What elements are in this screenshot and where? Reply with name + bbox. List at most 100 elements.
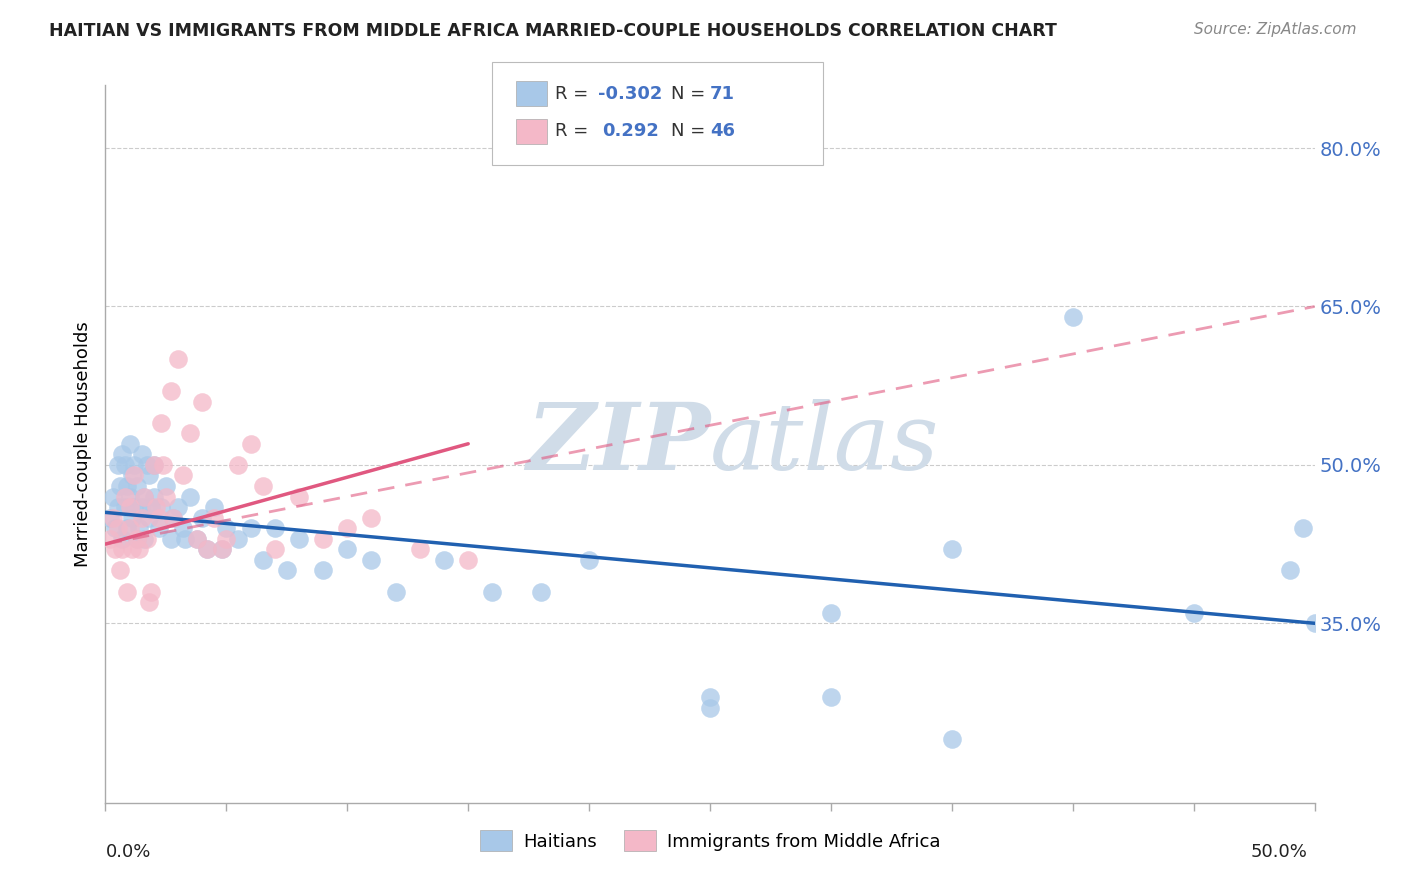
Point xyxy=(107,500,129,515)
Point xyxy=(128,542,150,557)
Point xyxy=(409,542,432,557)
Point xyxy=(135,458,157,472)
Point xyxy=(107,458,129,472)
Point xyxy=(142,490,165,504)
Point xyxy=(239,521,262,535)
Point xyxy=(101,490,124,504)
Point xyxy=(312,532,335,546)
Point xyxy=(142,458,165,472)
Point xyxy=(128,521,150,535)
Point xyxy=(228,532,250,546)
Text: R =: R = xyxy=(555,122,600,140)
Text: 0.0%: 0.0% xyxy=(105,843,150,861)
Text: N =: N = xyxy=(671,122,710,140)
Point xyxy=(148,521,170,535)
Point xyxy=(172,468,194,483)
Point xyxy=(159,532,181,546)
Point xyxy=(152,458,174,472)
Point xyxy=(215,521,238,535)
Point xyxy=(138,468,160,483)
Point xyxy=(131,447,153,461)
Point xyxy=(172,521,194,535)
Point xyxy=(107,521,129,535)
Point xyxy=(134,490,156,504)
Point xyxy=(124,458,146,472)
Point xyxy=(111,532,134,546)
Point xyxy=(941,542,963,557)
Point xyxy=(457,553,479,567)
Point xyxy=(104,542,127,557)
Point xyxy=(115,479,138,493)
Point xyxy=(125,532,148,546)
Text: ZIP: ZIP xyxy=(526,399,710,489)
Point xyxy=(252,553,274,567)
Point xyxy=(288,532,311,546)
Point xyxy=(148,510,170,524)
Point xyxy=(111,447,134,461)
Text: 71: 71 xyxy=(710,85,735,103)
Text: -0.302: -0.302 xyxy=(598,85,662,103)
Point xyxy=(215,532,238,546)
Point xyxy=(125,479,148,493)
Point xyxy=(155,490,177,504)
Point xyxy=(150,416,173,430)
Point xyxy=(121,468,143,483)
Point xyxy=(134,490,156,504)
Point xyxy=(114,458,136,472)
Point xyxy=(360,510,382,524)
Text: 50.0%: 50.0% xyxy=(1251,843,1308,861)
Point xyxy=(145,500,167,515)
Point xyxy=(159,384,181,398)
Point xyxy=(195,542,218,557)
Text: N =: N = xyxy=(671,85,710,103)
Point xyxy=(211,542,233,557)
Text: Source: ZipAtlas.com: Source: ZipAtlas.com xyxy=(1194,22,1357,37)
Point xyxy=(179,426,201,441)
Point xyxy=(276,564,298,578)
Point xyxy=(941,732,963,747)
Point xyxy=(820,690,842,705)
Point xyxy=(114,500,136,515)
Point xyxy=(195,542,218,557)
Point xyxy=(252,479,274,493)
Text: R =: R = xyxy=(555,85,595,103)
Point xyxy=(141,500,163,515)
Point xyxy=(312,564,335,578)
Text: 46: 46 xyxy=(710,122,735,140)
Point xyxy=(124,500,146,515)
Point xyxy=(162,510,184,524)
Text: HAITIAN VS IMMIGRANTS FROM MIDDLE AFRICA MARRIED-COUPLE HOUSEHOLDS CORRELATION C: HAITIAN VS IMMIGRANTS FROM MIDDLE AFRICA… xyxy=(49,22,1057,40)
Point xyxy=(131,500,153,515)
Point xyxy=(179,490,201,504)
Point xyxy=(433,553,456,567)
Point xyxy=(134,532,156,546)
Point xyxy=(108,564,131,578)
Point xyxy=(118,490,141,504)
Point xyxy=(186,532,208,546)
Point xyxy=(336,521,359,535)
Point xyxy=(98,510,121,524)
Point xyxy=(336,542,359,557)
Point xyxy=(125,532,148,546)
Point xyxy=(1291,521,1313,535)
Point xyxy=(578,553,600,567)
Point xyxy=(202,500,225,515)
Point xyxy=(820,606,842,620)
Point xyxy=(699,690,721,705)
Point xyxy=(138,595,160,609)
Point xyxy=(150,500,173,515)
Point xyxy=(174,532,197,546)
Point xyxy=(141,584,163,599)
Point xyxy=(384,584,406,599)
Text: atlas: atlas xyxy=(710,399,939,489)
Point xyxy=(211,542,233,557)
Point xyxy=(202,510,225,524)
Point xyxy=(118,436,141,450)
Point xyxy=(135,532,157,546)
Point xyxy=(191,394,214,409)
Point xyxy=(1303,616,1326,631)
Point xyxy=(162,510,184,524)
Point xyxy=(1182,606,1205,620)
Point xyxy=(263,521,285,535)
Y-axis label: Married-couple Households: Married-couple Households xyxy=(73,321,91,566)
